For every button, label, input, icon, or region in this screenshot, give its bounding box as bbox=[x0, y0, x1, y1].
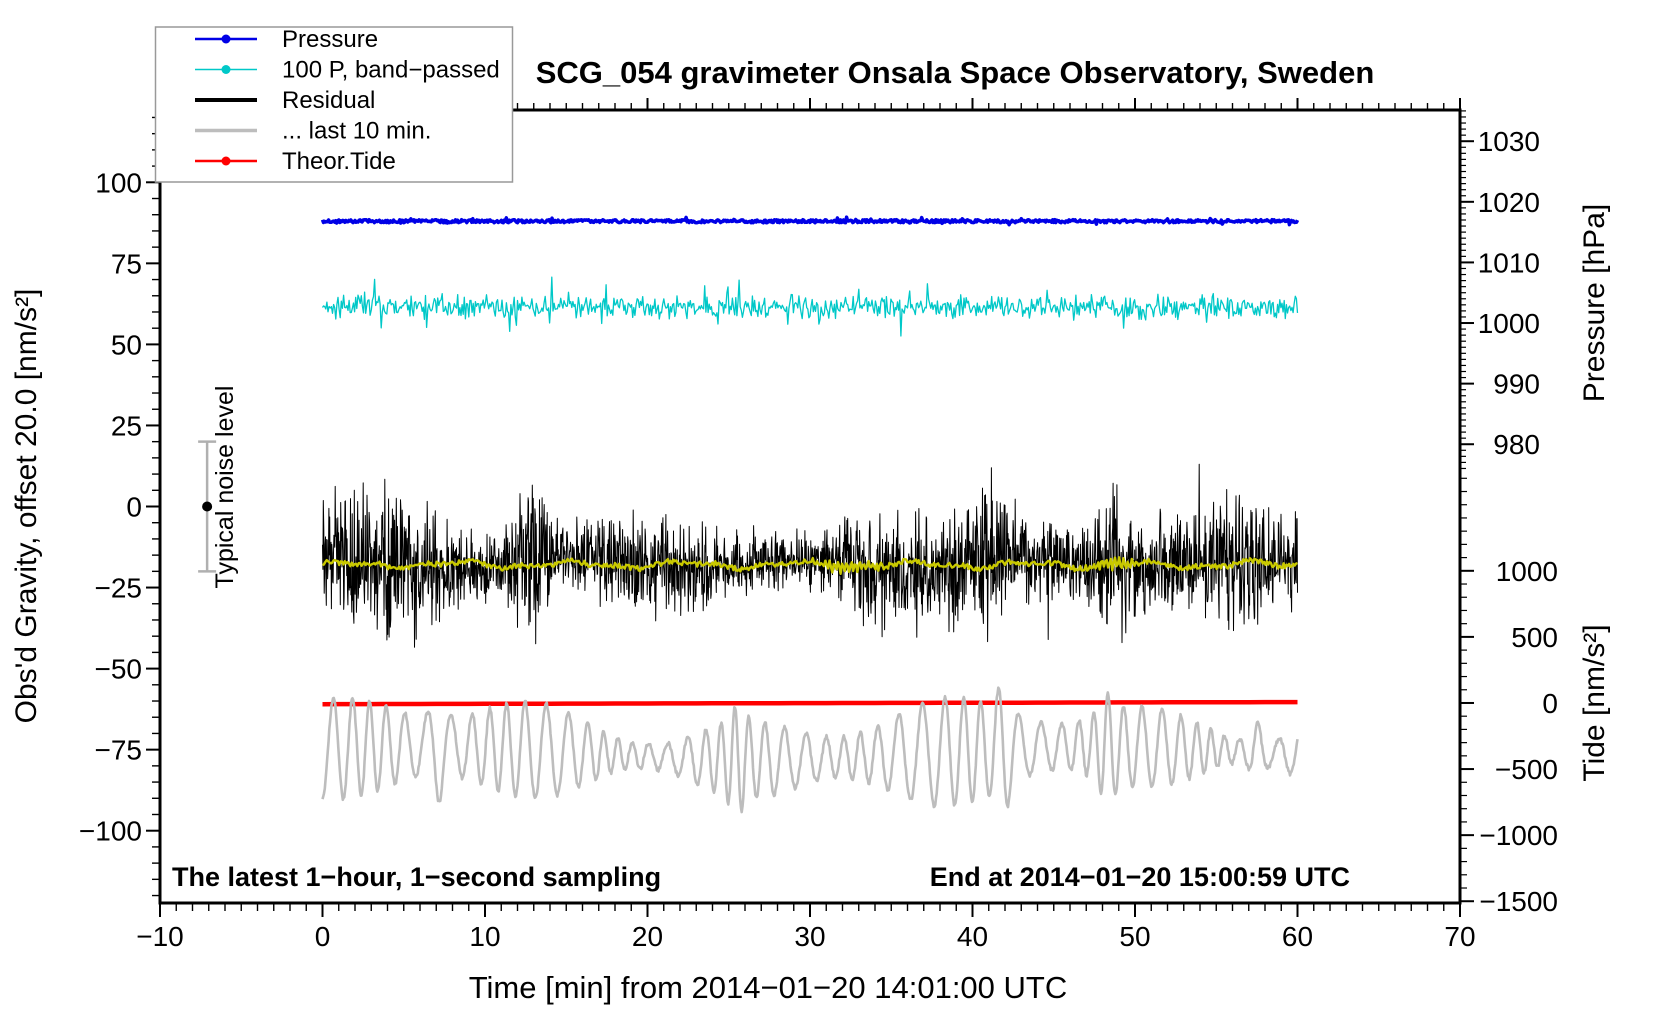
tick-label: 1000 bbox=[1496, 556, 1558, 587]
last-10-min-series bbox=[321, 686, 1299, 814]
legend-item-label: Pressure bbox=[282, 26, 378, 53]
tide-axis-title: Tide [nm/s²] bbox=[1578, 624, 1611, 781]
tick-label: 30 bbox=[794, 921, 825, 952]
tick-label: −75 bbox=[95, 735, 143, 766]
tick-label: 40 bbox=[957, 921, 988, 952]
tick-label: −1000 bbox=[1479, 820, 1558, 851]
tick-label: 1010 bbox=[1478, 247, 1540, 278]
legend-sample-marker bbox=[221, 65, 231, 74]
legend: Pressure 100 P, band−passed Residual ... la… bbox=[154, 26, 514, 183]
tick-label: 10 bbox=[469, 921, 500, 952]
tick-label: 70 bbox=[1444, 921, 1475, 952]
tick-label: −100 bbox=[79, 816, 142, 847]
tick-label: −500 bbox=[1495, 754, 1558, 785]
tick-label: −25 bbox=[95, 573, 143, 604]
tick-label: 75 bbox=[111, 248, 142, 279]
tick-label: 25 bbox=[111, 410, 142, 441]
tick-label: 0 bbox=[126, 492, 142, 523]
bandpassed-series bbox=[321, 276, 1299, 337]
x-axis-title: Time [min] from 2014−01−20 14:01:00 UTC bbox=[469, 970, 1068, 1005]
legend-item-label: Theor.Tide bbox=[282, 148, 396, 175]
tick-label: 500 bbox=[1511, 622, 1558, 653]
residual-series bbox=[322, 463, 1298, 648]
legend-item-label: 100 P, band−passed bbox=[282, 57, 500, 84]
noise-level-marker bbox=[198, 440, 217, 573]
tick-label: −1500 bbox=[1479, 886, 1558, 917]
tick-label: 0 bbox=[315, 921, 331, 952]
legend-item-label: ... last 10 min. bbox=[282, 118, 431, 145]
pressure-axis-title: Pressure [hPa] bbox=[1578, 204, 1611, 402]
tick-label: −10 bbox=[136, 921, 184, 952]
legend-item-label: Residual bbox=[282, 87, 375, 114]
tick-labels: −10 0 10 20 30 40 50 60 70−100−75−50−25025507510… bbox=[79, 126, 1558, 952]
tick-label: 60 bbox=[1282, 921, 1313, 952]
theoretical-tide-series bbox=[322, 699, 1298, 707]
legend-box bbox=[154, 26, 514, 183]
legend-sample-marker bbox=[221, 34, 231, 44]
chart-title: SCG_054 gravimeter Onsala Space Observat… bbox=[536, 55, 1375, 90]
tick-label: 1030 bbox=[1478, 126, 1540, 157]
pressure-series bbox=[320, 215, 1300, 227]
tick-label: 990 bbox=[1493, 369, 1540, 400]
left-axis-title: Obs'd Gravity, offset 20.0 [nm/s²] bbox=[10, 289, 43, 724]
tick-label: 100 bbox=[95, 167, 142, 198]
tick-label: 50 bbox=[1119, 921, 1150, 952]
tick-label: 20 bbox=[632, 921, 663, 952]
noise-dot bbox=[202, 501, 213, 512]
residual-smoothed-series bbox=[322, 556, 1298, 575]
plot-frame bbox=[158, 108, 1462, 905]
sampling-annotation: The latest 1−hour, 1−second sampling bbox=[172, 862, 661, 892]
tick-label: 0 bbox=[1542, 688, 1558, 719]
data-series bbox=[320, 215, 1300, 814]
tick-label: 980 bbox=[1493, 429, 1540, 460]
tick-label: 1000 bbox=[1478, 308, 1540, 339]
tick-label: 1020 bbox=[1478, 187, 1540, 218]
noise-level-label: Typical noise level bbox=[211, 386, 239, 589]
legend-sample-marker bbox=[221, 156, 231, 166]
end-time-annotation: End at 2014−01−20 15:00:59 UTC bbox=[930, 862, 1350, 892]
tick-label: −50 bbox=[95, 654, 143, 685]
tick-label: 50 bbox=[111, 329, 142, 360]
